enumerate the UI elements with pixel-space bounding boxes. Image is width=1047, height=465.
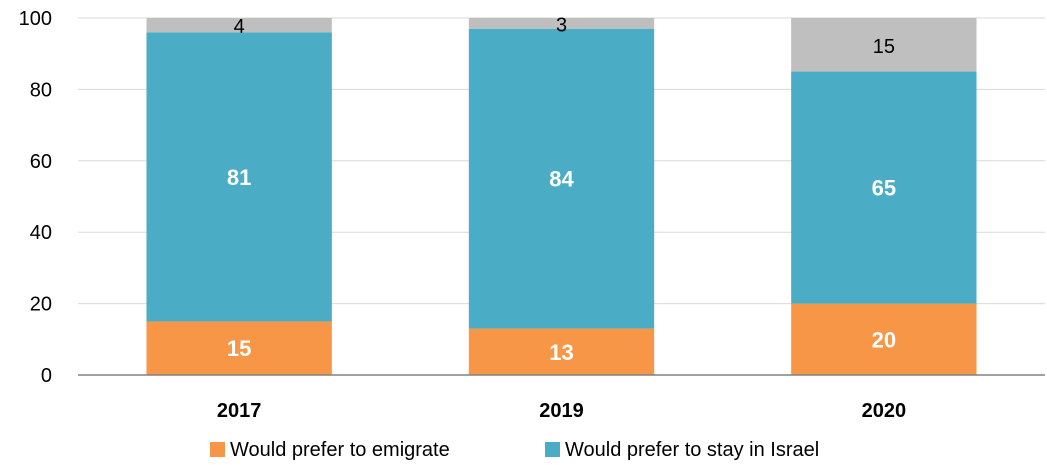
data-label: 81 — [227, 165, 251, 190]
legend-label: Would prefer to emigrate — [230, 439, 450, 461]
y-tick-label: 60 — [30, 151, 52, 173]
x-category-label: 2019 — [539, 400, 584, 422]
x-category-label: 2017 — [217, 400, 262, 422]
y-tick-label: 100 — [19, 8, 52, 30]
bar-segment — [791, 303, 977, 375]
data-label: 15 — [227, 336, 251, 361]
bars: 15 81 4 13 84 3 20 65 15 — [146, 14, 977, 375]
y-tick-label: 40 — [30, 222, 52, 244]
bar-segment — [791, 71, 977, 304]
legend-item: Would prefer to stay in Israel — [545, 439, 819, 461]
data-label: 4 — [234, 16, 245, 38]
x-axis-categories: 2017 2019 2020 — [217, 400, 906, 422]
legend-swatch — [210, 442, 225, 457]
bar-segment — [468, 28, 655, 329]
data-label: 84 — [549, 167, 574, 192]
bar-segment — [146, 18, 332, 33]
legend-item: Would prefer to emigrate — [210, 439, 450, 461]
legend: Would prefer to emigrate Would prefer to … — [210, 439, 819, 461]
bar-segment — [146, 321, 332, 375]
bar-segment — [468, 18, 655, 29]
data-label: 3 — [556, 14, 567, 36]
legend-label: Would prefer to stay in Israel — [565, 439, 819, 461]
bar-segment — [468, 328, 655, 375]
y-tick-label: 0 — [41, 365, 52, 387]
bar-segment — [791, 18, 977, 72]
legend-swatch — [545, 442, 560, 457]
y-axis-ticks: 0 20 40 60 80 100 — [19, 8, 52, 387]
x-category-label: 2020 — [862, 400, 907, 422]
data-label: 20 — [872, 327, 896, 352]
data-label: 65 — [872, 176, 896, 201]
y-tick-label: 80 — [30, 79, 52, 101]
data-label: 15 — [873, 36, 895, 58]
bar-segment — [146, 32, 332, 322]
data-label: 13 — [549, 340, 573, 365]
y-tick-label: 20 — [30, 294, 52, 316]
